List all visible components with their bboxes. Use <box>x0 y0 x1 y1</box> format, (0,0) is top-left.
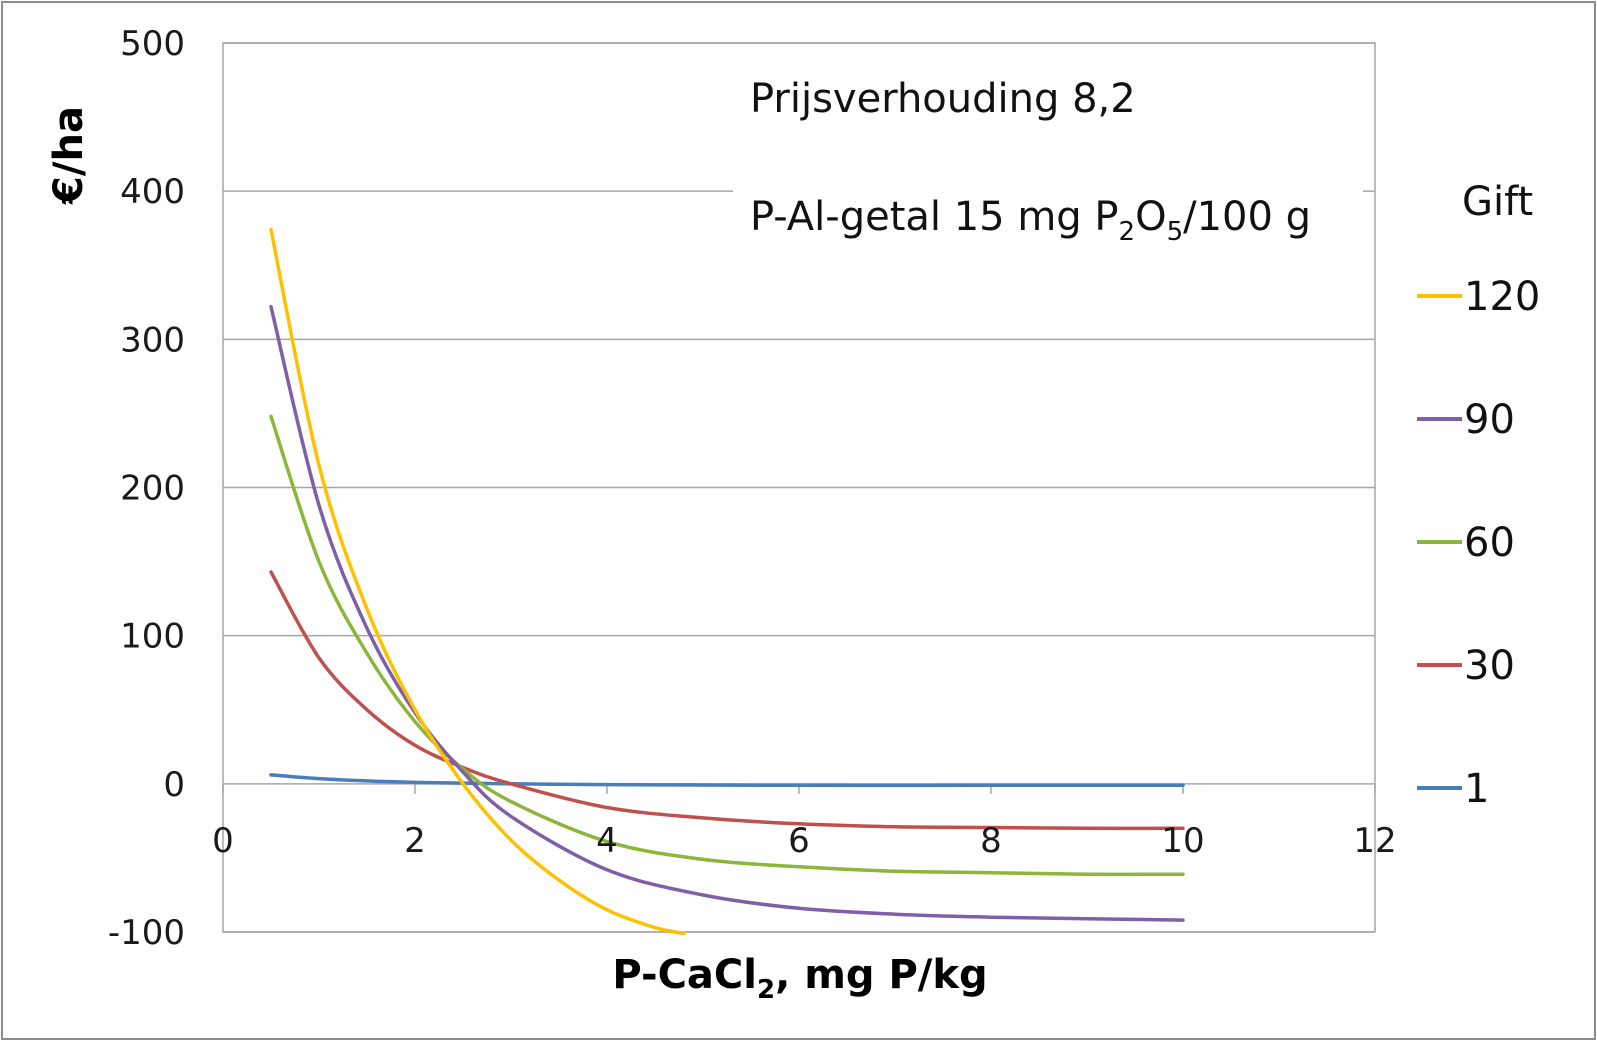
series-line-120 <box>269 227 686 936</box>
legend: 120 90 60 30 1 <box>1417 274 1540 812</box>
x-tick-label-0: 0 <box>212 821 234 861</box>
x-tick-label-1: 2 <box>404 821 426 861</box>
series-line-60 <box>269 414 1185 877</box>
x-tick-label-5: 10 <box>1161 821 1204 861</box>
x-tick-label-2: 4 <box>596 821 618 861</box>
y-tick-label-3: 200 <box>120 469 185 509</box>
x-tick-label-6: 12 <box>1353 821 1396 861</box>
x-tick-label-4: 8 <box>980 821 1002 861</box>
annotation-price-ratio: Prijsverhouding 8,2 <box>750 76 1136 122</box>
y-axis-title: €/ha <box>46 106 92 205</box>
legend-label-30: 30 <box>1464 643 1515 689</box>
x-tick-label-3: 6 <box>788 821 810 861</box>
legend-label-60: 60 <box>1464 520 1515 566</box>
legend-label-1: 1 <box>1464 766 1489 812</box>
series-line-1 <box>269 773 1185 788</box>
annotation-box <box>733 62 1363 277</box>
y-tick-label-4: 300 <box>120 320 185 360</box>
legend-label-90: 90 <box>1464 397 1515 443</box>
series-line-30 <box>269 570 1185 831</box>
legend-label-120: 120 <box>1464 274 1540 320</box>
legend-title: Gift <box>1462 179 1533 225</box>
y-tick-label-6: 500 <box>120 24 185 64</box>
y-tick-label-2: 100 <box>120 617 185 657</box>
x-axis-title: P-CaCl2, mg P/kg <box>612 952 987 1005</box>
series-line-90 <box>269 304 1185 922</box>
series-lines <box>269 227 1185 936</box>
y-tick-label-0: -100 <box>108 913 185 953</box>
annotation-p-al-value: P-Al-getal 15 mg P2O5/100 g <box>750 194 1311 247</box>
y-tick-label-5: 400 <box>120 172 185 212</box>
plot-area-border <box>222 42 1376 933</box>
y-tick-label-1: 0 <box>163 765 185 805</box>
tick-labels: -100 0 100 200 300 400 500 0 2 4 6 8 10 12 <box>108 24 1397 953</box>
